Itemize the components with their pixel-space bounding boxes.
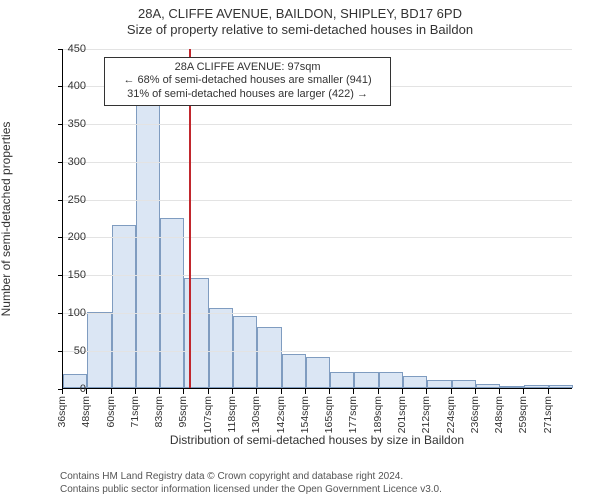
- gridline: [63, 313, 572, 314]
- y-tick-label: 100: [46, 307, 86, 319]
- plot-area: 28A CLIFFE AVENUE: 97sqm ← 68% of semi-d…: [62, 49, 572, 389]
- gridline: [63, 162, 572, 163]
- x-tick-label: 259sqm: [517, 396, 529, 433]
- x-tick-label: 142sqm: [275, 396, 287, 433]
- bar: [160, 218, 184, 388]
- x-tick-label: 95sqm: [177, 396, 189, 428]
- x-tick-mark: [402, 389, 403, 394]
- bar: [524, 385, 548, 387]
- page-title-line1: 28A, CLIFFE AVENUE, BAILDON, SHIPLEY, BD…: [0, 6, 600, 22]
- x-tick-label: 201sqm: [396, 396, 408, 433]
- bar: [87, 312, 111, 388]
- gridline: [63, 49, 572, 50]
- x-axis-title: Distribution of semi-detached houses by …: [62, 433, 572, 447]
- x-tick-mark: [499, 389, 500, 394]
- x-tick-mark: [451, 389, 452, 394]
- x-tick-label: 212sqm: [420, 396, 432, 433]
- x-tick-mark: [378, 389, 379, 394]
- x-tick-mark: [159, 389, 160, 394]
- annotation-box: 28A CLIFFE AVENUE: 97sqm ← 68% of semi-d…: [104, 57, 391, 106]
- footer-attribution: Contains HM Land Registry data © Crown c…: [60, 471, 592, 496]
- x-tick-label: 107sqm: [202, 396, 214, 433]
- y-tick-label: 450: [46, 43, 86, 55]
- y-tick-label: 200: [46, 231, 86, 243]
- bar: [209, 308, 233, 387]
- x-tick-mark: [281, 389, 282, 394]
- histogram-chart: Number of semi-detached properties 28A C…: [0, 39, 600, 449]
- x-tick-label: 71sqm: [129, 396, 141, 428]
- bar: [500, 386, 524, 388]
- bar: [184, 278, 208, 388]
- y-tick-label: 250: [46, 194, 86, 206]
- x-tick-mark: [353, 389, 354, 394]
- y-tick-label: 50: [46, 345, 86, 357]
- x-tick-label: 248sqm: [493, 396, 505, 433]
- bar: [306, 357, 330, 387]
- annotation-line1: 28A CLIFFE AVENUE: 97sqm: [113, 61, 382, 75]
- annotation-line2: ← 68% of semi-detached houses are smalle…: [113, 74, 382, 88]
- bar: [282, 354, 306, 388]
- x-tick-mark: [183, 389, 184, 394]
- x-tick-mark: [62, 389, 63, 394]
- x-tick-label: 118sqm: [226, 396, 238, 433]
- bar: [549, 385, 573, 387]
- gridline: [63, 275, 572, 276]
- bar: [476, 384, 500, 388]
- bar: [354, 372, 378, 387]
- x-tick-label: 236sqm: [469, 396, 481, 433]
- x-tick-label: 130sqm: [250, 396, 262, 433]
- footer-line2: Contains public sector information licen…: [60, 484, 592, 497]
- gridline: [63, 237, 572, 238]
- x-tick-label: 189sqm: [372, 396, 384, 433]
- annotation-line3: 31% of semi-detached houses are larger (…: [113, 88, 382, 102]
- gridline: [63, 124, 572, 125]
- bar: [112, 225, 136, 387]
- bar: [257, 327, 281, 387]
- y-tick-label: 400: [46, 80, 86, 92]
- bar: [330, 372, 354, 387]
- gridline: [63, 200, 572, 201]
- x-tick-label: 271sqm: [542, 396, 554, 433]
- x-tick-mark: [523, 389, 524, 394]
- x-tick-mark: [256, 389, 257, 394]
- x-tick-mark: [426, 389, 427, 394]
- x-tick-mark: [232, 389, 233, 394]
- gridline: [63, 351, 572, 352]
- x-tick-mark: [135, 389, 136, 394]
- y-axis-title: Number of semi-detached properties: [0, 121, 13, 316]
- page-title-line2: Size of property relative to semi-detach…: [0, 22, 600, 38]
- x-tick-label: 177sqm: [347, 396, 359, 433]
- x-tick-mark: [548, 389, 549, 394]
- bar: [379, 372, 403, 387]
- bar: [452, 380, 476, 388]
- footer-line1: Contains HM Land Registry data © Crown c…: [60, 471, 592, 484]
- y-tick-label: 350: [46, 118, 86, 130]
- y-tick-label: 150: [46, 269, 86, 281]
- x-tick-mark: [111, 389, 112, 394]
- x-tick-mark: [208, 389, 209, 394]
- y-tick-label: 0: [46, 383, 86, 395]
- x-tick-label: 165sqm: [323, 396, 335, 433]
- x-tick-mark: [86, 389, 87, 394]
- y-tick-label: 300: [46, 156, 86, 168]
- x-tick-mark: [475, 389, 476, 394]
- x-tick-label: 60sqm: [105, 396, 117, 428]
- x-tick-label: 83sqm: [153, 396, 165, 428]
- bar: [403, 376, 427, 387]
- x-tick-label: 154sqm: [299, 396, 311, 433]
- x-tick-label: 48sqm: [80, 396, 92, 428]
- x-tick-mark: [305, 389, 306, 394]
- bar: [427, 380, 451, 388]
- x-tick-label: 36sqm: [56, 396, 68, 428]
- x-tick-mark: [329, 389, 330, 394]
- x-tick-label: 224sqm: [445, 396, 457, 433]
- bar: [136, 104, 160, 387]
